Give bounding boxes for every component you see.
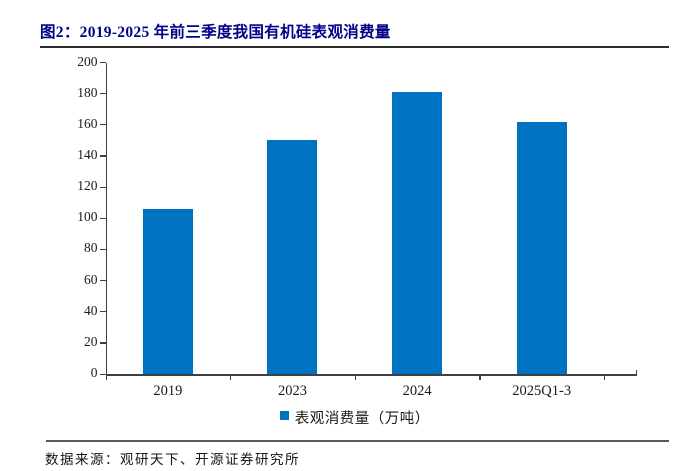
y-tick-label: 160 [77,115,98,131]
x-tick-label: 2024 [402,383,432,399]
y-tick [100,373,106,375]
y-tick-label: 140 [77,146,98,162]
bar-2023 [267,140,318,374]
y-tick [100,93,106,95]
x-tick-label: 2025Q1-3 [512,383,572,399]
footer-rule [46,440,669,442]
legend-label: 表观消费量（万吨） [294,411,430,427]
y-tick-label: 60 [84,271,98,287]
x-tick [479,375,481,380]
x-tick [105,375,107,380]
y-tick-label: 40 [84,302,98,318]
y-tick-label: 20 [84,333,98,349]
bar-2025Q1-3 [516,121,567,374]
y-tick [100,248,106,251]
x-tick [604,375,606,380]
y-tick [100,124,106,126]
x-tick-label: 2019 [153,383,183,399]
data-source-note: 数据来源：观研天下、开源证券研究所 [45,452,300,467]
x-axis-line [105,374,637,376]
figure-title: 图2：2019-2025 年前三季度我国有机硅表观消费量 [40,20,669,48]
bar-2019 [142,208,193,374]
y-tick [100,155,106,157]
x-tick [354,375,356,380]
legend-square-icon [279,411,289,420]
legend: 表观消费量（万吨） [279,407,430,428]
y-tick-label: 80 [84,240,98,256]
y-tick [100,311,106,313]
x-axis-end-tick [636,370,638,374]
y-tick [100,280,106,282]
y-tick-label: 120 [77,178,98,194]
bar-2024 [392,92,443,374]
y-axis-line [105,62,107,375]
y-tick [100,186,106,188]
y-tick [100,217,106,219]
x-tick-label: 2023 [277,383,307,399]
y-tick-label: 100 [77,209,98,225]
x-tick [230,375,232,380]
y-tick [100,62,106,64]
y-tick [100,342,106,344]
y-tick-label: 180 [77,84,98,100]
y-tick-label: 0 [90,365,98,380]
y-tick-label: 200 [77,53,98,69]
